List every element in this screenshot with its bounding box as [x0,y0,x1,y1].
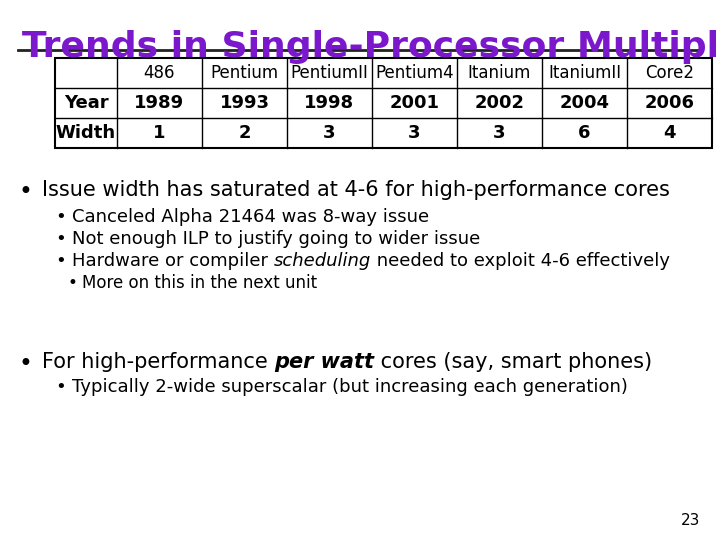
Text: 3: 3 [408,124,420,142]
Text: Not enough ILP to justify going to wider issue: Not enough ILP to justify going to wider… [72,230,480,248]
Text: 1989: 1989 [135,94,184,112]
Text: •: • [55,230,66,248]
Text: Pentium4: Pentium4 [375,64,454,82]
Text: •: • [55,208,66,226]
Text: 2006: 2006 [644,94,695,112]
Text: 4: 4 [663,124,676,142]
Text: 3: 3 [323,124,336,142]
Text: Year: Year [63,94,108,112]
Text: •: • [68,274,78,292]
Text: 2004: 2004 [559,94,610,112]
Text: •: • [18,180,32,204]
Text: Core2: Core2 [645,64,694,82]
Text: 23: 23 [680,513,700,528]
Bar [55,58,712,148]
Text: 1: 1 [153,124,166,142]
Text: PentiumII: PentiumII [291,64,369,82]
Text: Typically 2-wide superscalar (but increasing each generation): Typically 2-wide superscalar (but increa… [72,378,628,396]
Text: Issue width has saturated at 4-6 for high-performance cores: Issue width has saturated at 4-6 for hig… [42,180,670,200]
Text: Itanium: Itanium [468,64,531,82]
Text: needed to exploit 4-6 effectively: needed to exploit 4-6 effectively [371,252,670,270]
Text: 2002: 2002 [474,94,524,112]
Text: More on this in the next unit: More on this in the next unit [82,274,317,292]
Text: 2: 2 [238,124,251,142]
Text: Hardware or compiler: Hardware or compiler [72,252,274,270]
Text: •: • [55,252,66,270]
Text: scheduling: scheduling [274,252,371,270]
Text: per watt: per watt [274,352,374,372]
Text: For high-performance: For high-performance [42,352,274,372]
Text: 2001: 2001 [390,94,439,112]
Text: Width: Width [56,124,116,142]
Text: ItaniumII: ItaniumII [548,64,621,82]
Text: •: • [18,352,32,376]
Text: 3: 3 [493,124,505,142]
Text: 1998: 1998 [305,94,354,112]
Text: cores (say, smart phones): cores (say, smart phones) [374,352,652,372]
Text: 1993: 1993 [220,94,269,112]
Text: 486: 486 [144,64,175,82]
Text: 6: 6 [578,124,590,142]
Text: Pentium: Pentium [210,64,279,82]
Text: Trends in Single-Processor Multiple Issue: Trends in Single-Processor Multiple Issu… [22,30,720,64]
Text: •: • [55,378,66,396]
Text: Canceled Alpha 21464 was 8-way issue: Canceled Alpha 21464 was 8-way issue [72,208,429,226]
